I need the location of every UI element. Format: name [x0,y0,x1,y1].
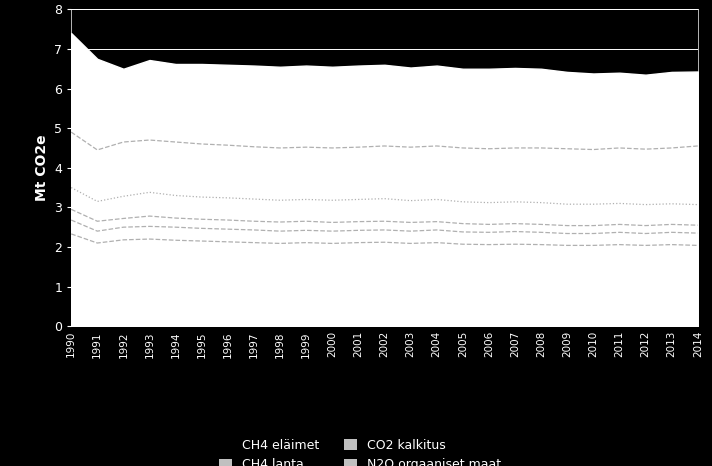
Legend: CH4 eläimet, CH4 lanta, N2O lanta, CO2 kalkitus, N2O orgaaniset maat, N2O muut m: CH4 eläimet, CH4 lanta, N2O lanta, CO2 k… [214,434,555,466]
Y-axis label: Mt CO2e: Mt CO2e [35,135,48,201]
